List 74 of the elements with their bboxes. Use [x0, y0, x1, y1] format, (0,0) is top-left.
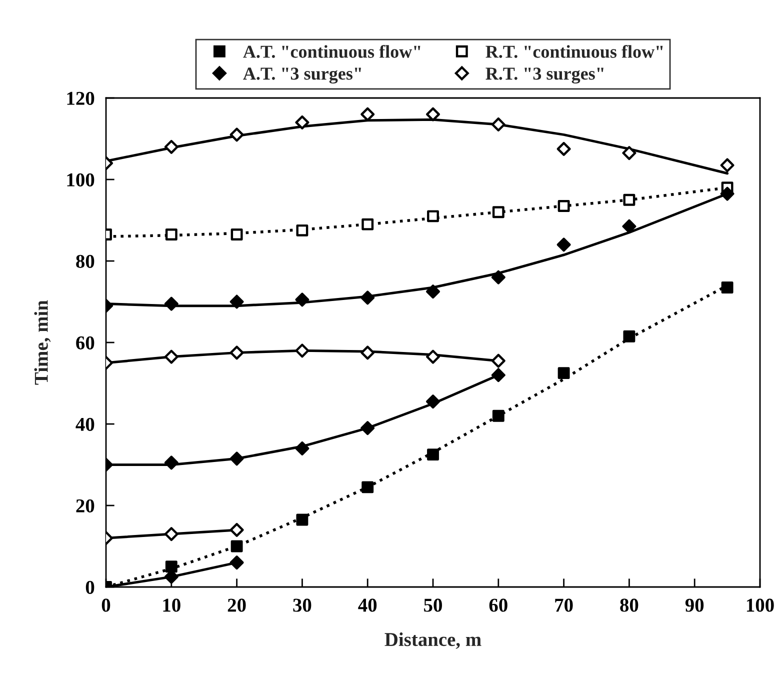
x-tick-label: 30: [293, 598, 312, 612]
x-tick-label: 20: [228, 598, 246, 612]
point: [360, 421, 375, 436]
x-axis-title: Distance, m: [384, 632, 482, 649]
point: [296, 514, 308, 526]
y-tick-label: 20: [76, 499, 94, 512]
point: [427, 448, 439, 461]
x-tick-label: 80: [620, 598, 638, 612]
point: [230, 228, 243, 240]
point: [164, 140, 178, 154]
point: [491, 368, 506, 382]
point: [230, 128, 244, 142]
point: [360, 107, 375, 122]
point: [623, 330, 636, 342]
point: [491, 354, 506, 368]
point: [427, 210, 439, 222]
point: [295, 115, 310, 130]
point: [491, 117, 506, 132]
x-tick-label: 50: [424, 598, 442, 612]
point: [426, 394, 440, 409]
point: [165, 560, 178, 573]
point: [360, 290, 375, 305]
point: [295, 441, 310, 456]
x-tick-label: 90: [685, 598, 704, 612]
point: [426, 284, 440, 299]
y-tick-label: 100: [67, 173, 94, 186]
x-tick-label: 100: [746, 598, 774, 612]
point: [164, 527, 178, 542]
point: [164, 296, 178, 311]
point: [720, 186, 734, 201]
point: [623, 194, 636, 206]
x-tick-label: 70: [555, 598, 573, 612]
point: [558, 200, 570, 212]
point: [360, 346, 375, 360]
legend-label: R.T. "continuous flow": [486, 44, 663, 58]
point: [230, 346, 244, 360]
y-tick-label: 80: [76, 254, 94, 268]
legend-label: A.T. "continuous flow": [243, 44, 420, 58]
y-tick-label: 40: [76, 418, 94, 431]
point: [230, 294, 244, 309]
y-tick-label: 120: [67, 92, 94, 105]
point: [362, 218, 374, 230]
x-tick-label: 0: [102, 598, 110, 612]
legend-label: R.T. "3 surges": [486, 68, 604, 84]
legend-label: A.T. "3 surges": [243, 68, 361, 84]
point: [721, 282, 734, 294]
point: [622, 219, 636, 234]
x-tick-label: 40: [358, 598, 377, 612]
point: [295, 292, 310, 307]
point: [426, 350, 440, 364]
point: [230, 452, 244, 466]
point: [558, 367, 570, 380]
point: [622, 146, 636, 160]
point: [362, 481, 374, 494]
point: [164, 350, 178, 364]
point: [165, 228, 178, 240]
y-tick-label: 0: [86, 580, 94, 594]
point: [295, 344, 310, 358]
point: [720, 158, 734, 172]
y-tick-label: 60: [76, 336, 94, 350]
point: [164, 456, 178, 470]
point: [230, 540, 243, 552]
point: [491, 270, 506, 284]
y-axis-title: Time, min: [34, 300, 51, 385]
point: [230, 522, 244, 537]
point: [426, 107, 440, 122]
x-tick-label: 60: [489, 598, 508, 612]
point: [230, 556, 244, 570]
point: [492, 410, 504, 422]
point: [556, 238, 571, 252]
point: [492, 206, 504, 218]
x-tick-label: 10: [163, 598, 180, 612]
point: [296, 224, 308, 236]
point: [556, 142, 571, 156]
